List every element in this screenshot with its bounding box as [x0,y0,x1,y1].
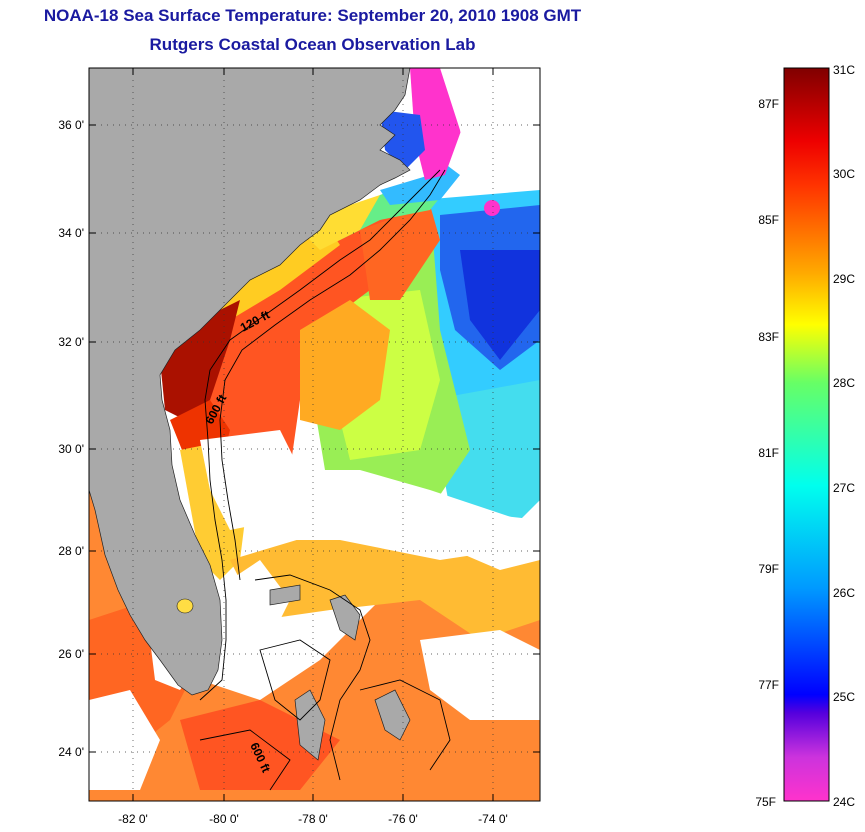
lat-label-26: 26 0' [58,647,84,661]
isobath-contours [199,169,451,791]
colorbar-label-26c: 26C [833,586,855,600]
map-grid [89,68,540,801]
colorbar-label-77f: 77F [758,678,779,692]
colorbar-label-75f: 75F [755,795,776,809]
lon-label-82: -82 0' [118,812,148,826]
axis-ticks [89,68,540,801]
land-mass [89,68,411,696]
lon-label-80: -80 0' [209,812,239,826]
lake-okeechobee [176,598,194,614]
map-subtitle: Rutgers Coastal Ocean Observation Lab [149,35,476,54]
colorbar-label-24c: 24C [833,795,855,809]
colorbar-label-27c: 27C [833,481,855,495]
colorbar-label-85f: 85F [758,213,779,227]
lat-label-28: 28 0' [58,544,84,558]
colorbar-label-31c: 31C [833,63,855,77]
lat-label-24: 24 0' [58,745,84,759]
colorbar [783,67,830,802]
lat-label-36: 36 0' [58,118,84,132]
colorbar-label-79f: 79F [758,562,779,576]
colorbar-label-87f: 87F [758,97,779,111]
colorbar-label-25c: 25C [833,690,855,704]
lon-label-78: -78 0' [298,812,328,826]
sst-field [89,68,540,801]
lat-label-30: 30 0' [58,442,84,456]
colorbar-label-83f: 83F [758,330,779,344]
lat-label-34: 34 0' [58,226,84,240]
colorbar-label-81f: 81F [758,446,779,460]
bahamas-islands [269,584,411,761]
lon-label-76: -76 0' [388,812,418,826]
lon-label-74: -74 0' [478,812,508,826]
map-title: NOAA-18 Sea Surface Temperature: Septemb… [43,6,582,25]
lat-label-32: 32 0' [58,335,84,349]
colorbar-label-28c: 28C [833,376,855,390]
colorbar-label-30c: 30C [833,167,855,181]
colorbar-label-29c: 29C [833,272,855,286]
map-border [88,67,541,802]
